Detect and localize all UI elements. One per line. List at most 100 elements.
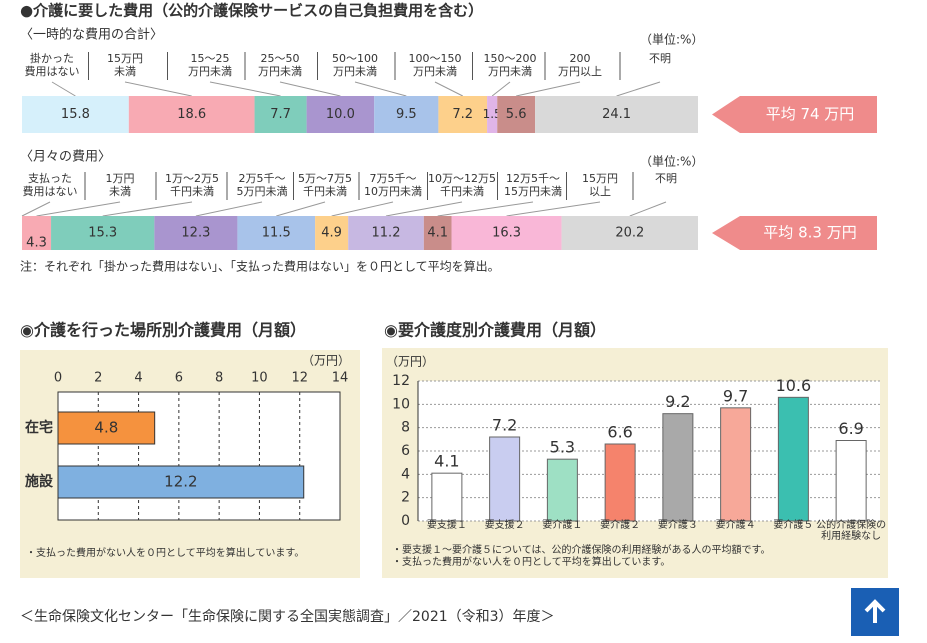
x-tick-label: 2 bbox=[94, 371, 102, 386]
average-label: 平均 8.3 万円 bbox=[763, 224, 856, 242]
leader bbox=[354, 81, 407, 97]
segment bbox=[348, 216, 424, 250]
segment bbox=[22, 96, 129, 133]
leader bbox=[279, 81, 341, 97]
leader bbox=[437, 201, 534, 217]
segment bbox=[497, 96, 536, 133]
x-tick-label: 要介護４ bbox=[715, 520, 756, 531]
value-label: 11.5 bbox=[262, 226, 291, 241]
chart-note: ・支払った費用がない人を０円として平均を算出しています。 bbox=[392, 555, 670, 568]
subtitle: 〈月々の費用〉 bbox=[20, 150, 111, 165]
source: ＜生命保険文化センター「生命保険に関する全国実態調査」／2021（令和3）年度＞ bbox=[20, 608, 555, 625]
y-tick-label: 8 bbox=[401, 420, 410, 436]
legend-label: 1万～2万5 千円未満 bbox=[165, 172, 219, 198]
scroll-top-button[interactable] bbox=[851, 588, 899, 636]
bar bbox=[720, 407, 752, 522]
bar bbox=[604, 443, 636, 522]
average-label: 平均 74 万円 bbox=[766, 105, 855, 123]
subtitle: 〈一時的な費用の合計〉 bbox=[20, 27, 163, 43]
value-label: 16.3 bbox=[492, 226, 521, 241]
leader bbox=[331, 201, 394, 217]
legend-label: 不明 bbox=[655, 172, 677, 185]
legend-label: 50～100 万円未満 bbox=[332, 52, 378, 78]
segment bbox=[315, 216, 349, 250]
legend-label: 15～25 万円未満 bbox=[188, 52, 232, 78]
value-label: 12.2 bbox=[164, 473, 197, 491]
bar bbox=[662, 413, 694, 522]
legend-label: 1万円 未満 bbox=[105, 172, 135, 198]
heading: ●介護に要した費用（公的介護保険サービスの自己負担費用を含む） bbox=[20, 2, 483, 20]
bar bbox=[431, 472, 463, 522]
legend-label: 100～150 万円未満 bbox=[408, 52, 462, 78]
x-tick-label: 要介護２ bbox=[600, 520, 641, 531]
x-tick-label: 要支援２ bbox=[484, 520, 525, 531]
bar bbox=[546, 458, 578, 522]
value-label: 6.9 bbox=[838, 419, 863, 438]
legend-label: 5万～7万5 千円未満 bbox=[298, 172, 352, 198]
value-label: 10.6 bbox=[776, 376, 812, 395]
segment bbox=[438, 96, 488, 133]
x-tick-label: 14 bbox=[332, 371, 349, 386]
bar bbox=[835, 440, 867, 522]
chart-title: ◉介護を行った場所別介護費用（月額） bbox=[20, 321, 306, 340]
value-label: 15.8 bbox=[61, 107, 90, 122]
value-label: 9.5 bbox=[396, 107, 417, 122]
y-tick-label: 4 bbox=[401, 466, 410, 482]
legend-label: 12万5千～ 15万円未満 bbox=[504, 172, 562, 198]
note: 注：それぞれ「掛かった費用はない」、「支払った費用はない」を０円として平均を算出… bbox=[20, 259, 500, 274]
bar bbox=[777, 396, 809, 522]
segment bbox=[128, 96, 255, 133]
segment bbox=[561, 216, 698, 250]
segment bbox=[374, 96, 439, 133]
leader bbox=[506, 201, 601, 217]
leader bbox=[51, 81, 76, 97]
legend-label: 25～50 万円未満 bbox=[258, 52, 302, 78]
unit: （単位:%） bbox=[640, 154, 703, 169]
leader bbox=[629, 201, 667, 217]
y-tick-label: 12 bbox=[392, 373, 410, 389]
legend-label: 15万円 以上 bbox=[582, 172, 618, 198]
legend-label: 200 万円以上 bbox=[558, 52, 602, 78]
x-tick-label: 6 bbox=[175, 371, 183, 386]
value-label: 9.7 bbox=[723, 386, 748, 405]
category-label: 在宅 bbox=[25, 419, 53, 436]
category-label: 施設 bbox=[25, 473, 54, 490]
bar bbox=[57, 411, 156, 445]
legend-label: 15万円 未満 bbox=[107, 52, 143, 78]
chart-note: ・支払った費用がない人を０円として平均を算出しています。 bbox=[26, 546, 304, 559]
x-tick-label: 12 bbox=[291, 371, 308, 386]
leader bbox=[516, 81, 581, 97]
leader bbox=[124, 81, 192, 97]
leader bbox=[209, 81, 281, 97]
value-label: 18.6 bbox=[177, 107, 206, 122]
unit: （万円） bbox=[386, 355, 434, 369]
legend-label: 不明 bbox=[649, 52, 671, 65]
segment bbox=[154, 216, 238, 250]
leader bbox=[385, 201, 463, 217]
value-label: 1.5 bbox=[483, 107, 502, 121]
segment bbox=[306, 96, 375, 133]
average-callout bbox=[712, 96, 877, 133]
leader bbox=[36, 201, 121, 217]
value-label: 24.1 bbox=[602, 107, 631, 122]
legend-label: 10万～12万5 千円未満 bbox=[428, 172, 496, 198]
leader bbox=[616, 81, 661, 97]
segment bbox=[51, 216, 155, 250]
x-tick-label: 要介護１ bbox=[542, 520, 583, 531]
x-tick-label: 公的介護保険の 利用経験なし bbox=[816, 520, 887, 542]
x-tick-label: 要支援１ bbox=[426, 520, 467, 531]
value-label: 12.3 bbox=[181, 226, 210, 241]
x-tick-label: 8 bbox=[215, 371, 223, 386]
plot-area bbox=[57, 391, 341, 521]
segment bbox=[254, 96, 307, 133]
segment bbox=[237, 216, 316, 250]
value-label: 7.2 bbox=[492, 416, 517, 435]
value-label: 7.2 bbox=[452, 107, 473, 122]
leader bbox=[276, 201, 326, 217]
unit: （万円） bbox=[302, 354, 350, 368]
y-tick-label: 10 bbox=[392, 396, 410, 412]
arrow-icon bbox=[864, 599, 886, 623]
value-label: 10.0 bbox=[326, 107, 355, 122]
